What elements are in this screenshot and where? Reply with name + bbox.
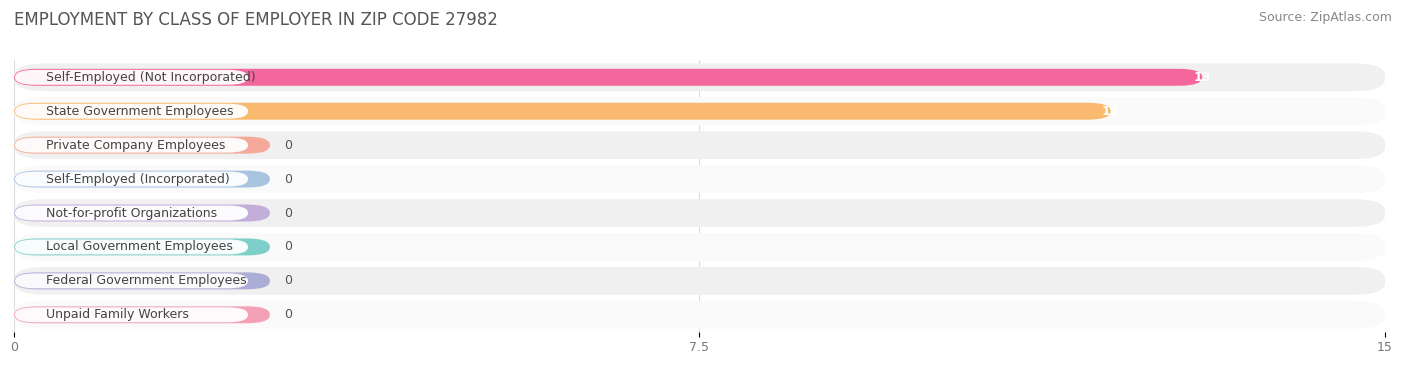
FancyBboxPatch shape — [15, 273, 247, 288]
Text: Private Company Employees: Private Company Employees — [46, 139, 225, 152]
FancyBboxPatch shape — [14, 165, 1385, 193]
Text: Local Government Employees: Local Government Employees — [46, 241, 233, 253]
Text: 12: 12 — [1102, 105, 1119, 118]
Text: Self-Employed (Incorporated): Self-Employed (Incorporated) — [46, 173, 229, 185]
Text: Not-for-profit Organizations: Not-for-profit Organizations — [46, 207, 217, 219]
Text: Federal Government Employees: Federal Government Employees — [46, 274, 246, 287]
FancyBboxPatch shape — [15, 138, 247, 153]
FancyBboxPatch shape — [14, 272, 270, 290]
FancyBboxPatch shape — [15, 104, 247, 119]
FancyBboxPatch shape — [14, 131, 1385, 159]
FancyBboxPatch shape — [14, 233, 1385, 261]
FancyBboxPatch shape — [14, 204, 270, 222]
FancyBboxPatch shape — [14, 171, 270, 188]
FancyBboxPatch shape — [15, 239, 247, 254]
Text: 0: 0 — [284, 173, 291, 185]
Text: EMPLOYMENT BY CLASS OF EMPLOYER IN ZIP CODE 27982: EMPLOYMENT BY CLASS OF EMPLOYER IN ZIP C… — [14, 11, 498, 29]
Text: 0: 0 — [284, 241, 291, 253]
Text: 0: 0 — [284, 274, 291, 287]
FancyBboxPatch shape — [15, 70, 247, 85]
FancyBboxPatch shape — [14, 137, 270, 154]
FancyBboxPatch shape — [15, 205, 247, 221]
FancyBboxPatch shape — [14, 267, 1385, 295]
Text: 0: 0 — [284, 139, 291, 152]
FancyBboxPatch shape — [15, 172, 247, 187]
FancyBboxPatch shape — [15, 307, 247, 322]
Text: 0: 0 — [284, 308, 291, 321]
FancyBboxPatch shape — [14, 97, 1385, 125]
FancyBboxPatch shape — [14, 199, 1385, 227]
Text: Self-Employed (Not Incorporated): Self-Employed (Not Incorporated) — [46, 71, 256, 84]
Text: Unpaid Family Workers: Unpaid Family Workers — [46, 308, 188, 321]
FancyBboxPatch shape — [14, 63, 1385, 91]
Text: 0: 0 — [284, 207, 291, 219]
FancyBboxPatch shape — [14, 103, 1111, 120]
FancyBboxPatch shape — [14, 69, 1202, 86]
FancyBboxPatch shape — [14, 239, 270, 256]
Text: State Government Employees: State Government Employees — [46, 105, 233, 118]
FancyBboxPatch shape — [14, 301, 1385, 329]
Text: Source: ZipAtlas.com: Source: ZipAtlas.com — [1258, 11, 1392, 24]
Text: 13: 13 — [1194, 71, 1211, 84]
FancyBboxPatch shape — [14, 306, 270, 323]
